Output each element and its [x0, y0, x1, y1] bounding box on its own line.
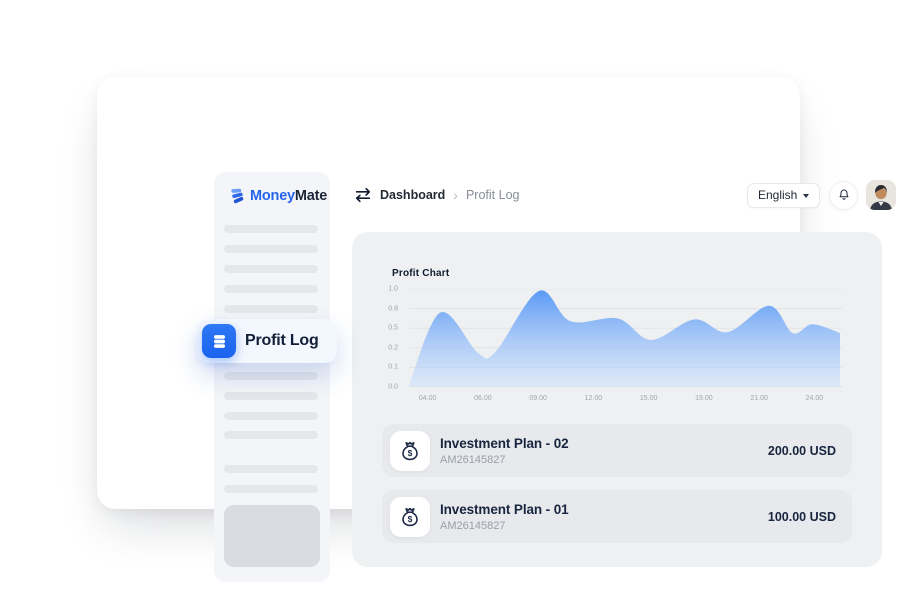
skeleton-bar [224, 372, 318, 380]
breadcrumb-current-page: Profit Log [465, 188, 520, 202]
transaction-amount: 200.00 USD [767, 443, 836, 458]
bell-icon [839, 189, 849, 200]
app-logo[interactable]: MoneyMate [214, 172, 330, 204]
chevron-down-icon [803, 193, 810, 198]
notifications-button[interactable] [829, 180, 859, 210]
language-selector-value: English [758, 188, 798, 202]
skeleton-bar [224, 392, 318, 400]
profit-area-chart [409, 289, 842, 387]
profit-log-panel: Profit Chart 1.0 0.8 0.5 0.2 0.1 0.0 [352, 232, 882, 567]
transaction-title: Investment Plan - 01 [440, 501, 569, 517]
transaction-meta: Investment Plan - 01 AM26145827 [440, 502, 569, 532]
x-tick: 21.00 [750, 395, 768, 402]
brand-name: MoneyMate [250, 187, 328, 204]
x-tick: 06.00 [474, 395, 492, 402]
transaction-title: Investment Plan - 02 [440, 435, 569, 451]
dollar-glyph: $ [408, 447, 413, 457]
sidebar: MoneyMate [214, 172, 330, 582]
sidebar-toggle-button[interactable] [352, 184, 374, 206]
breadcrumb: Dashboard › Profit Log [352, 181, 519, 209]
x-tick: 19.00 [695, 395, 713, 402]
avatar-image [866, 180, 897, 210]
y-tick: 0.8 [388, 305, 398, 313]
transaction-amount: 100.00 USD [767, 509, 836, 524]
moneymate-logo-icon [231, 188, 244, 204]
swap-arrows-icon [355, 187, 371, 203]
money-bag-icon: $ [390, 430, 430, 471]
skeleton-block [224, 505, 320, 567]
app-window-card: MoneyMate Profi [97, 77, 897, 582]
y-tick: 0.5 [388, 324, 398, 332]
sidebar-item-profit-log[interactable]: Profit Log [197, 319, 337, 363]
skeleton-bar [224, 412, 318, 420]
user-avatar[interactable] [866, 180, 897, 210]
x-tick: 12.00 [584, 395, 603, 402]
skeleton-bar [224, 265, 318, 273]
x-tick: 04.00 [418, 395, 437, 402]
breadcrumb-dashboard-link[interactable]: Dashboard [380, 188, 446, 202]
y-tick: 1.0 [388, 285, 398, 293]
y-tick: 0.0 [388, 383, 398, 391]
chevron-right-icon: › [453, 187, 458, 203]
chart-x-axis: 04.00 06.00 09.00 12.00 15.00 19.00 21.0… [400, 395, 842, 402]
transaction-meta: Investment Plan - 02 AM26145827 [440, 436, 569, 466]
chart-y-axis: 1.0 0.8 0.5 0.2 0.1 0.0 [374, 285, 402, 391]
transaction-row[interactable]: $ Investment Plan - 02 AM26145827 200.00… [382, 424, 852, 477]
skeleton-bar [224, 485, 318, 493]
skeleton-bar [224, 285, 318, 293]
sidebar-item-label: Profit Log [245, 332, 319, 349]
language-selector-button[interactable]: English [747, 182, 821, 208]
skeleton-bar [224, 431, 318, 439]
skeleton-bar [224, 245, 318, 253]
skeleton-bar [224, 305, 318, 313]
transaction-code: AM26145827 [440, 453, 506, 466]
transaction-row[interactable]: $ Investment Plan - 01 AM26145827 100.00… [382, 490, 852, 543]
x-tick: 15.00 [639, 395, 658, 402]
money-bag-icon: $ [390, 496, 430, 537]
dollar-glyph: $ [408, 513, 413, 523]
x-tick: 24.00 [805, 395, 824, 402]
y-tick: 0.2 [388, 344, 398, 352]
skeleton-bar [224, 225, 318, 233]
transaction-code: AM26145827 [440, 519, 506, 532]
chart-title: Profit Chart [392, 268, 450, 279]
database-icon [202, 324, 236, 358]
y-tick: 0.1 [388, 363, 398, 371]
skeleton-bar [224, 465, 318, 473]
header-actions: English [747, 179, 897, 211]
x-tick: 09.00 [529, 395, 547, 402]
